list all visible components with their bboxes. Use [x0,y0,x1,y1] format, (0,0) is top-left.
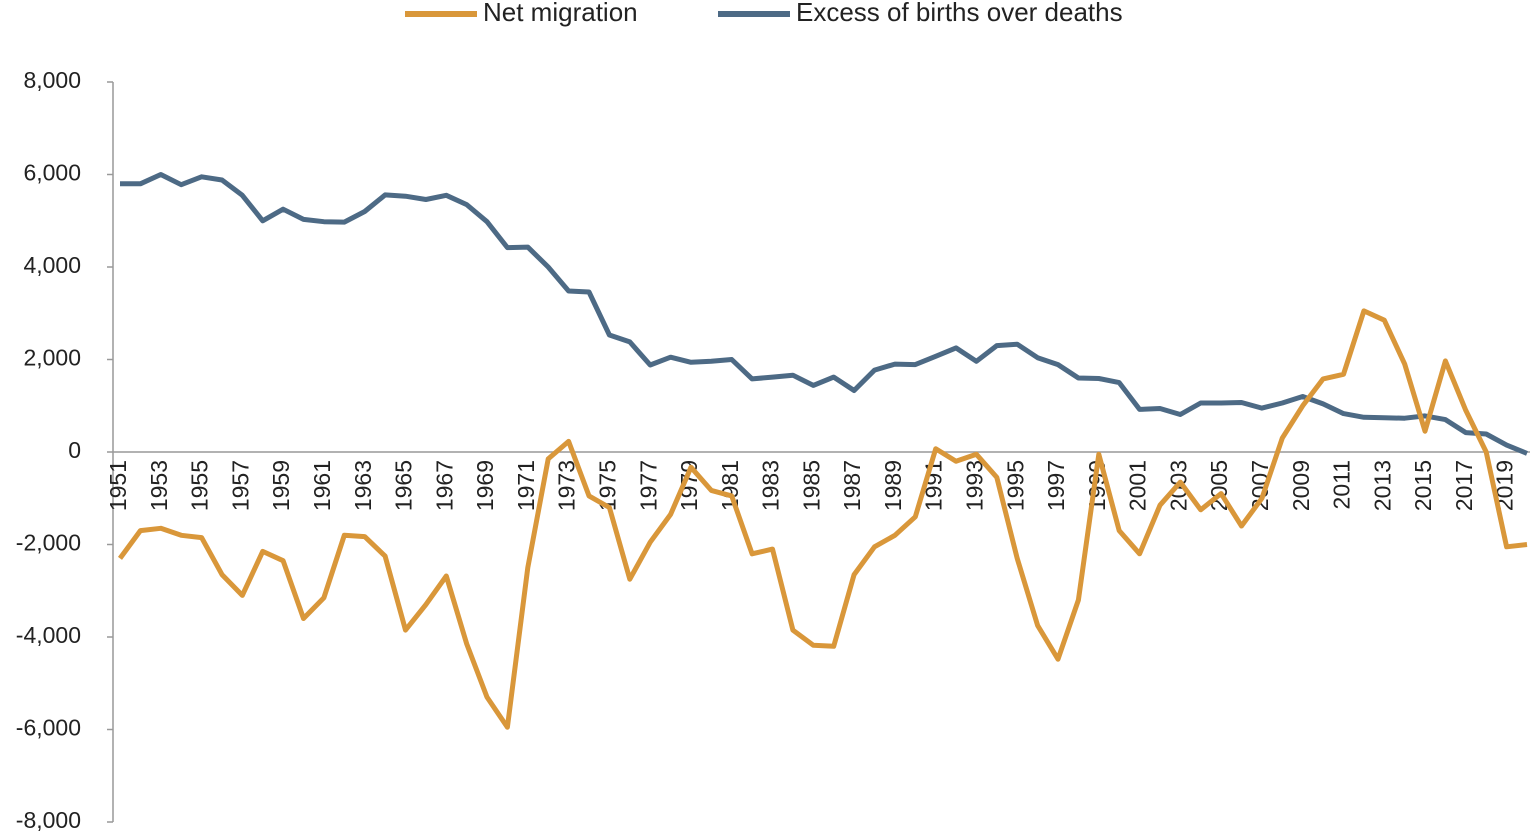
x-tick-label: 2013 [1369,460,1395,511]
x-tick-label: 1977 [635,460,661,511]
x-tick-label: 1967 [431,460,457,511]
y-tick-label: -6,000 [16,715,81,741]
x-tick-label: 1987 [839,460,865,511]
x-tick-label: 2015 [1410,460,1436,511]
y-tick-label: 4,000 [23,252,81,278]
x-tick-label: 2009 [1288,460,1314,511]
legend-label: Excess of births over deaths [796,0,1123,27]
y-tick-label: -4,000 [16,622,81,648]
x-tick-label: 1995 [1002,460,1028,511]
x-tick-label: 1993 [962,460,988,511]
x-tick-label: 1985 [798,460,824,511]
x-tick-label: 1961 [309,460,335,511]
y-tick-label: 0 [68,437,81,463]
x-tick-label: 1959 [268,460,294,511]
x-tick-label: 1971 [513,460,539,511]
x-tick-label: 1951 [105,460,131,511]
y-tick-label: -8,000 [16,807,81,833]
y-tick-label: 6,000 [23,160,81,186]
x-tick-label: 1989 [880,460,906,511]
x-tick-label: 1973 [554,460,580,511]
legend-label: Net migration [483,0,638,27]
y-tick-label: -2,000 [16,530,81,556]
x-tick-label: 2017 [1451,460,1477,511]
x-tick-label: 1957 [227,460,253,511]
x-tick-label: 2001 [1125,460,1151,511]
x-tick-label: 1955 [187,460,213,511]
x-tick-label: 1953 [146,460,172,511]
x-tick-label: 1963 [350,460,376,511]
x-tick-label: 1997 [1043,460,1069,511]
x-tick-label: 2011 [1329,460,1355,509]
series-line [117,308,1528,730]
y-tick-label: 2,000 [23,345,81,371]
series-line [120,172,1528,456]
y-tick-label: 8,000 [23,67,81,93]
x-tick-label: 1981 [717,460,743,511]
x-tick-label: 1983 [758,460,784,511]
x-tick-label: 1969 [472,460,498,511]
x-tick-label: 1965 [391,460,417,511]
